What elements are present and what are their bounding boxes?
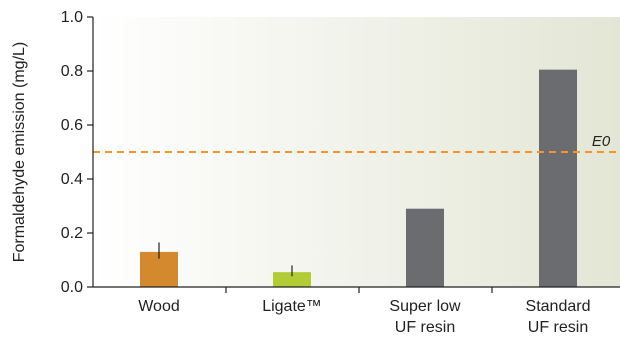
reference-line-label: E0 <box>592 133 611 150</box>
y-tick-label: 0.0 <box>61 279 83 296</box>
x-category-label: Standard UF resin <box>526 298 591 336</box>
y-axis-label: Formaldehyde emission (mg/L) <box>11 42 28 263</box>
x-category-label: Super low UF resin <box>389 298 461 336</box>
y-tick-label: 0.4 <box>61 171 83 188</box>
y-tick-label: 0.6 <box>61 117 83 134</box>
x-category-label: Wood <box>138 298 180 315</box>
y-tick-label: 0.2 <box>61 225 83 242</box>
x-category-label-line: UF resin <box>395 319 455 336</box>
y-tick-label: 0.8 <box>61 63 83 80</box>
x-category-label-line: UF resin <box>528 319 588 336</box>
x-category-label-line: Super low <box>389 298 461 315</box>
bar-3 <box>406 208 444 287</box>
x-category-label-line: Ligate™ <box>262 298 322 315</box>
y-tick-label: 1.0 <box>61 9 83 26</box>
x-category-label: Ligate™ <box>262 298 322 315</box>
x-category-label-line: Standard <box>526 298 591 315</box>
bar-2 <box>273 272 311 287</box>
x-category-label-line: Wood <box>138 298 180 315</box>
bar-4 <box>539 69 577 288</box>
